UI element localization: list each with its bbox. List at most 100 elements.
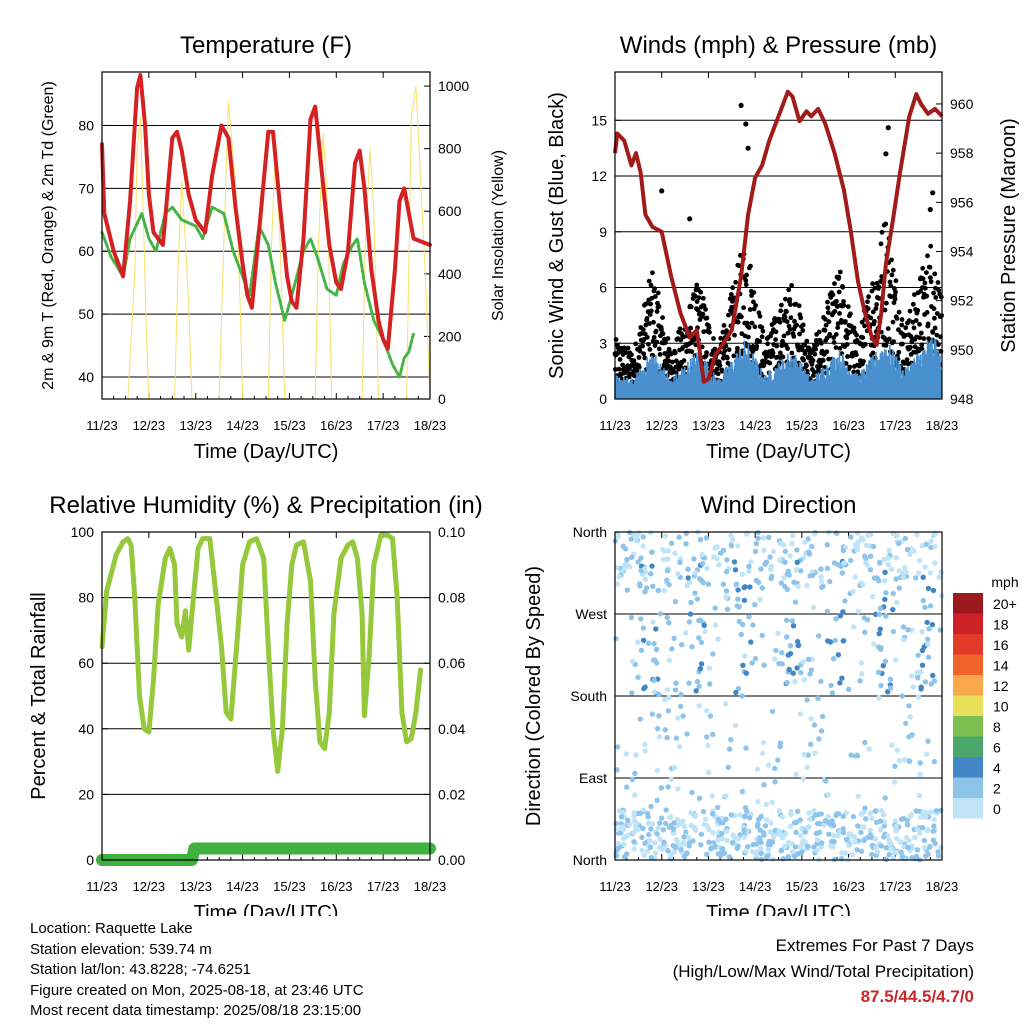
wdir-point <box>694 596 701 602</box>
winds-gust-point <box>922 285 928 291</box>
winds-gust-point <box>924 270 929 275</box>
wdir-point <box>901 637 907 643</box>
wdir-point <box>735 686 742 692</box>
wdir-point <box>877 626 883 632</box>
wdir-point <box>687 611 694 617</box>
wdir-point <box>762 561 768 567</box>
wdir-point <box>816 736 822 742</box>
winds-gust-points <box>612 102 944 388</box>
wdir-point <box>878 843 884 849</box>
wdir-point <box>624 851 630 857</box>
wdir-point <box>675 571 681 577</box>
wdir-point <box>633 752 639 758</box>
winds-gust-point <box>656 346 662 352</box>
wdir-point <box>861 837 867 843</box>
wdir-point <box>642 576 648 582</box>
wdir-point <box>885 555 891 561</box>
winds-gust-point <box>706 325 712 331</box>
wdir-point <box>649 549 655 555</box>
winds-gust-point <box>865 299 870 305</box>
winds-gust-point <box>779 302 784 308</box>
wdir-point <box>814 847 820 854</box>
winds-gust-point <box>862 323 867 329</box>
winds-gust-point <box>647 347 653 352</box>
winds-gust-point <box>841 302 847 308</box>
wdir-point <box>740 662 746 668</box>
station-location: Location: Raquette Lake <box>30 920 193 937</box>
rh-ytick-right-label: 0.06 <box>438 655 465 671</box>
temp-ylabel-left: 2m & 9m T (Red, Orange) & 2m Td (Green) <box>40 81 57 390</box>
winds-gust-point <box>910 301 916 307</box>
wdir-point <box>790 670 796 676</box>
wdir-point <box>921 837 927 844</box>
wdir-point <box>840 638 846 644</box>
winds-gust-point <box>681 358 687 364</box>
wdir-point <box>855 539 862 545</box>
wdir-point <box>756 579 762 586</box>
winds-gust-point <box>703 307 708 312</box>
wdir-point <box>719 830 725 837</box>
winds-ytick-right-label: 954 <box>950 243 974 259</box>
winds-gust-point <box>745 145 751 151</box>
winds-gust-point <box>896 349 902 355</box>
wdir-point <box>647 844 654 850</box>
winds-ytick-right-label: 948 <box>950 391 974 407</box>
wdir-point <box>635 639 641 645</box>
wdir-point <box>926 626 932 632</box>
winds-gust-point <box>623 350 629 356</box>
rh-xtick-label: 13/23 <box>179 879 212 894</box>
wdir-legend-label: 18 <box>993 617 1009 633</box>
wdir-point <box>628 614 635 621</box>
wdir-point <box>832 637 838 644</box>
wdir-point <box>806 810 812 816</box>
wdir-point <box>919 662 926 668</box>
temp-ytick-right-label: 400 <box>438 266 462 282</box>
wdir-point <box>702 628 708 635</box>
wdir-point <box>772 779 778 785</box>
wdir-point <box>671 848 678 855</box>
winds-gust-point <box>717 363 723 368</box>
wdir-point <box>735 843 741 849</box>
wdir-point <box>793 829 799 835</box>
wdir-point <box>710 830 716 836</box>
wdir-point <box>652 840 658 846</box>
winds-gust-point <box>754 344 760 349</box>
wdir-point <box>678 703 684 710</box>
temp-xtick-label: 14/23 <box>226 418 259 433</box>
wdir-points <box>612 529 945 863</box>
winds-gust-point <box>741 305 746 311</box>
wdir-point <box>896 758 903 764</box>
wdir-legend-label: 4 <box>993 760 1001 776</box>
wdir-point <box>780 542 787 548</box>
wdir-point <box>725 764 731 770</box>
wdir-point <box>882 658 889 664</box>
wdir-point <box>829 838 835 845</box>
winds-gust-point <box>837 311 842 316</box>
winds-gust-point <box>819 340 824 346</box>
wdir-point <box>726 746 733 752</box>
wdir-point <box>762 823 769 829</box>
wdir-point <box>885 561 891 568</box>
wdir-point <box>649 563 655 569</box>
wdir-point <box>664 734 670 741</box>
winds-gust-point <box>646 278 652 284</box>
winds-gust-point <box>634 368 640 374</box>
wdir-point <box>720 581 726 587</box>
wdir-point <box>629 658 636 665</box>
wdir-point <box>786 666 792 673</box>
wdir-point <box>619 809 626 815</box>
winds-gust-point <box>734 349 740 355</box>
wdir-point <box>925 641 931 647</box>
wdir-point <box>750 622 756 628</box>
winds-gust-point <box>839 318 844 323</box>
wdir-point <box>628 536 634 542</box>
wdir-point <box>818 574 824 580</box>
wdir-point <box>875 669 882 675</box>
wdir-point <box>767 829 773 835</box>
wdir-point <box>760 535 767 541</box>
wdir-point <box>755 821 761 827</box>
wdir-point <box>893 576 899 582</box>
wdir-legend-swatch <box>953 675 983 696</box>
wdir-point <box>782 583 788 590</box>
wdir-legend-swatch <box>953 798 983 819</box>
